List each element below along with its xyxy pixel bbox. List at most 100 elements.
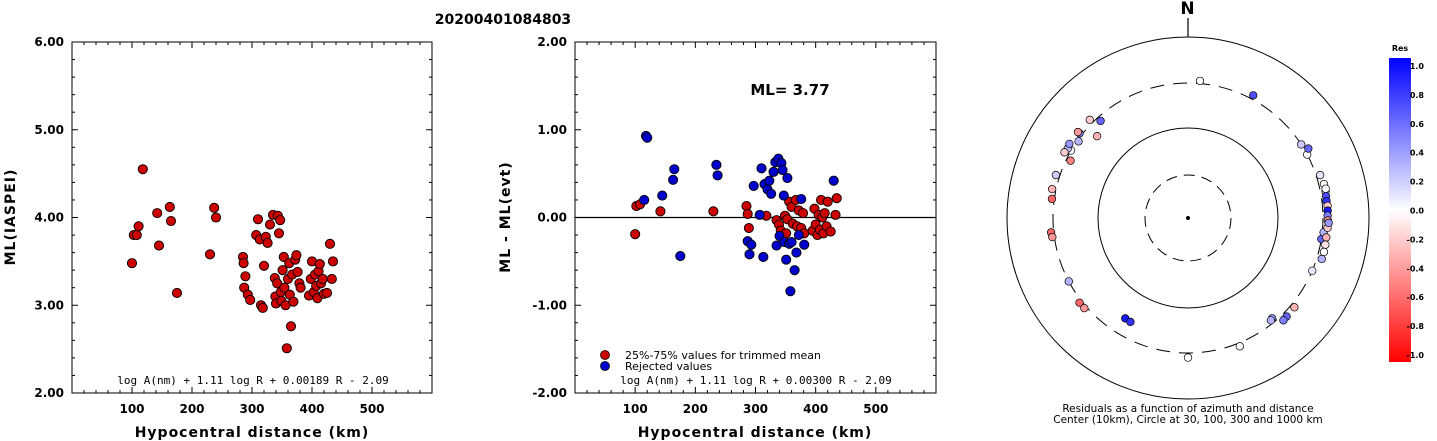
panel1-data-point <box>245 294 256 306</box>
station-marker <box>1096 116 1105 126</box>
station-marker <box>1183 353 1193 362</box>
station-marker <box>1290 303 1299 312</box>
panel1-data-point <box>324 238 336 249</box>
panel2-xlabel: Hypocentral distance (km) <box>638 425 873 441</box>
panel2-data-point <box>796 194 807 205</box>
panel2-ytick-label: -2.00 <box>532 386 567 400</box>
panel2-data-point <box>786 237 797 248</box>
colorbar-tick-label: 0.6 <box>1410 120 1425 129</box>
panel1-data-point <box>171 287 183 299</box>
panel1-xtick-label: 100 <box>119 402 144 416</box>
panel1-data-point <box>131 229 142 241</box>
panel1-data-point <box>281 343 292 354</box>
residual-colorbar: Res 1.0 0.8 0.6 0.4 0.2 0.0 -0.2 -0.4 -0.6 -0.8 -1… <box>1389 44 1424 362</box>
panel1-data-point <box>264 219 276 230</box>
panel1-ytick-label: 2.00 <box>34 386 64 400</box>
station-marker <box>1085 115 1094 124</box>
panel1-data-point <box>295 282 306 293</box>
colorbar-tick-label: -0.6 <box>1407 293 1425 302</box>
panel2-data-point <box>754 209 765 220</box>
legend-red-marker <box>600 350 610 360</box>
colorbar-gradient <box>1389 58 1411 362</box>
station-marker <box>1321 184 1330 193</box>
station-marker <box>1048 232 1057 242</box>
colorbar-title: Res <box>1392 44 1409 53</box>
panel1-data-point <box>164 201 175 213</box>
panel1-data-point <box>292 266 303 277</box>
panel1-data-point <box>273 228 285 239</box>
panel2-data-point <box>825 226 836 237</box>
panel1-data-point <box>152 208 163 219</box>
panel1-data-point <box>165 215 177 227</box>
station-marker <box>1047 184 1057 194</box>
panel2-data-point <box>764 175 775 186</box>
colorbar-tick-label: -0.2 <box>1407 235 1425 244</box>
station-marker <box>1066 156 1075 165</box>
panel1-ytick-label: 3.00 <box>34 298 64 312</box>
panel1-data-point <box>240 271 251 282</box>
panel2-data-point <box>712 170 723 181</box>
panel1-xtick-label: 500 <box>359 402 384 416</box>
panel1-data-point <box>258 260 270 271</box>
panel2-data-point <box>669 164 680 175</box>
station-marker <box>1235 342 1244 351</box>
station-marker <box>1073 127 1083 137</box>
panel1-data-point <box>257 302 268 313</box>
colorbar-tick-label: 0.4 <box>1410 149 1425 158</box>
panel2-data-point <box>743 222 754 234</box>
colorbar-tick-label: 0.2 <box>1410 178 1424 187</box>
panel1-data-point <box>153 240 165 251</box>
panel2-data-point <box>746 239 757 250</box>
panel2-ytick-label: 2.00 <box>537 35 567 49</box>
legend-blue-marker <box>600 361 610 371</box>
panel2-data-point <box>831 193 842 204</box>
station-marker <box>1304 144 1313 153</box>
panel1-ytick-label: 5.00 <box>34 123 64 137</box>
panel1-data-point <box>326 273 337 284</box>
station-marker <box>1065 139 1074 149</box>
panel2-data-point <box>657 190 668 201</box>
panel1-data-point <box>262 237 273 248</box>
panel2-data-point <box>675 251 686 262</box>
panel1-xtick-label: 400 <box>299 402 324 416</box>
station-marker <box>1324 218 1333 228</box>
panel1-data-point <box>327 256 339 267</box>
panel2-xtick-label: 200 <box>683 402 708 416</box>
panel2-points <box>630 130 842 297</box>
panel2-data-point <box>778 190 789 201</box>
station-marker <box>1074 137 1083 146</box>
panel2-data-point <box>756 163 767 174</box>
station-marker <box>1051 170 1061 180</box>
panel2-data-point <box>630 229 641 240</box>
panel2-axis-ticks: -2.00 -1.00 0.00 1.00 2.00 100 200 300 400 500 <box>532 35 936 416</box>
panel2-data-point <box>766 188 777 199</box>
panel2-data-point <box>777 165 788 176</box>
panel2-data-point <box>758 251 769 263</box>
station-marker <box>1321 240 1330 249</box>
panel2-data-point <box>742 208 753 220</box>
polar-caption-line1: Residuals as a function of azimuth and d… <box>1062 403 1313 415</box>
station-marker <box>1315 170 1325 180</box>
panel2-data-point <box>668 174 679 185</box>
panel2-data-point <box>789 265 800 276</box>
ml-value-label: ML= 3.77 <box>750 81 829 99</box>
panel-azimuth-distance: N Residuals as a function of azimuth and… <box>1006 0 1370 426</box>
panel1-data-point <box>238 258 249 269</box>
panel1-ytick-label: 6.00 <box>34 35 64 49</box>
station-marker <box>1064 277 1073 286</box>
panel2-data-point <box>828 175 839 186</box>
panel1-frame <box>71 41 433 394</box>
station-marker <box>1319 247 1329 257</box>
station-marker <box>1195 76 1205 86</box>
panel1-xtick-label: 300 <box>239 402 264 416</box>
panel1-xlabel: Hypocentral distance (km) <box>135 425 370 441</box>
station-marker <box>1126 317 1135 327</box>
station-markers <box>1046 76 1333 362</box>
panel1-data-point <box>210 212 222 223</box>
panel1-data-point <box>275 215 286 226</box>
station-marker <box>1317 254 1326 264</box>
panel1-data-point <box>133 221 144 232</box>
panel-ml-vs-distance: 2.00 3.00 4.00 5.00 6.00 100 200 300 400 500 ML(I… <box>3 35 433 441</box>
panel2-data-point <box>793 229 804 241</box>
